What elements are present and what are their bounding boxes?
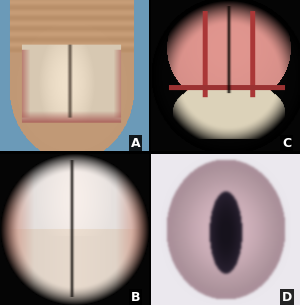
Text: B: B xyxy=(131,291,140,304)
Text: C: C xyxy=(282,137,291,150)
Text: A: A xyxy=(130,137,140,150)
Text: D: D xyxy=(281,291,292,304)
